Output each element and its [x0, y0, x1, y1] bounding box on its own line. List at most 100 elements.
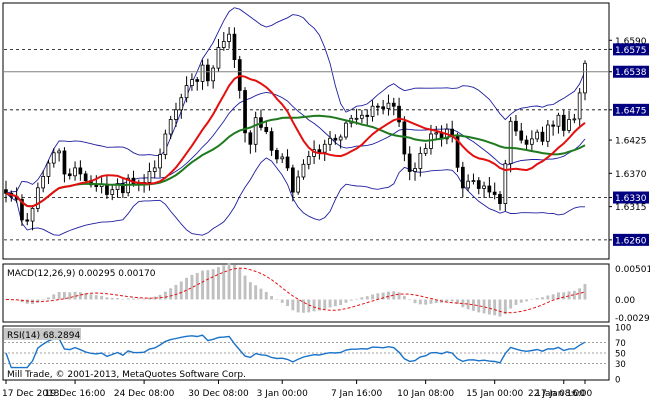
candle-body [540, 131, 545, 142]
macd-tick-label: 0.00501 [615, 265, 650, 275]
candle-body [73, 167, 77, 177]
candle-body [317, 149, 322, 153]
macd-histogram-bar [41, 299, 45, 301]
candle-body [269, 131, 274, 151]
macd-histogram-bar [424, 299, 428, 305]
candle-body [546, 124, 550, 142]
price-tick-label: 1.6315 [615, 203, 647, 213]
candle-body [152, 167, 157, 172]
candle-body [110, 189, 115, 195]
candle-body [391, 102, 396, 107]
candle-body [36, 187, 40, 209]
macd-histogram-bar [519, 299, 523, 303]
macd-histogram-bar [498, 299, 502, 317]
candle-body [51, 152, 56, 164]
red-moving-average-line [5, 74, 586, 208]
time-tick-label: 10 Jan 08:00 [397, 389, 454, 399]
macd-histogram-bar [148, 297, 151, 300]
macd-histogram-bar [413, 299, 417, 304]
macd-tick-label: 0.00 [615, 296, 635, 306]
candle-body [83, 173, 88, 181]
macd-histogram-bar [514, 299, 518, 305]
candle-body [221, 41, 226, 48]
candle-body [460, 166, 465, 189]
macd-histogram-bar [461, 299, 465, 308]
macd-histogram-bar [296, 299, 300, 313]
candle-body [482, 185, 486, 189]
candle-body [508, 120, 513, 165]
candle-body [67, 173, 72, 177]
candle-body [78, 167, 83, 175]
price-label-highlight [613, 233, 649, 246]
candle-body [211, 67, 215, 82]
candle-body [41, 175, 46, 189]
price-tick-label: 1.6425 [615, 137, 647, 147]
macd-histogram-bar [418, 299, 422, 305]
candle-body [20, 198, 24, 221]
candle-body [583, 62, 587, 94]
candle-body [205, 64, 210, 82]
candle-body [434, 132, 439, 135]
macd-histogram-bar [233, 265, 236, 300]
macd-histogram-bar [142, 298, 146, 300]
candle-body [466, 180, 471, 189]
macd-histogram-bar [195, 273, 199, 300]
candle-body [381, 106, 386, 110]
candle-body [274, 149, 279, 160]
macd-histogram-bar [445, 299, 449, 302]
macd-histogram-bar [89, 294, 93, 300]
macd-histogram-bar [163, 291, 167, 300]
macd-histogram-bar [551, 294, 555, 300]
price-tick-label: 1.6330 [615, 194, 647, 204]
macd-histogram-bar [248, 282, 252, 300]
candle-body [338, 136, 343, 141]
copyright-text: Mill Trade, © 2001-2013, MetaQuotes Soft… [7, 370, 246, 380]
candle-body [423, 148, 428, 154]
time-tick-label: 7 Jan 16:00 [331, 389, 383, 399]
candle-body [227, 33, 231, 42]
macd-histogram-bar [376, 293, 380, 300]
macd-histogram-bar [456, 299, 459, 304]
macd-histogram-bar [567, 291, 571, 300]
candle-body [115, 183, 120, 191]
candle-body [503, 163, 508, 204]
candle-body [370, 105, 375, 117]
macd-histogram-bar [402, 295, 406, 300]
macd-histogram-bar [211, 269, 215, 300]
price-tick-label: 1.6260 [615, 236, 647, 246]
candle-body [328, 137, 332, 145]
macd-histogram-bar [25, 299, 29, 304]
macd-histogram-bar [381, 292, 385, 300]
candle-body [471, 180, 476, 183]
price-tick-label: 1.6575 [615, 46, 647, 56]
candle-body [62, 150, 67, 175]
macd-histogram-bar [333, 299, 337, 307]
macd-histogram-bar [572, 290, 576, 300]
bollinger-upper-line [5, 7, 586, 194]
time-tick-label: 3 Jan 00:00 [257, 389, 309, 399]
macd-signal-line [5, 267, 586, 314]
macd-histogram-bar [397, 292, 401, 300]
candle-body [487, 185, 492, 193]
macd-histogram-bar [73, 291, 77, 300]
candle-body [179, 97, 184, 111]
candle-body [333, 137, 338, 141]
candle-body [535, 131, 540, 140]
candle-body [46, 162, 51, 177]
candle-body [200, 64, 205, 82]
macd-histogram-bar [557, 292, 560, 300]
rsi-line [5, 334, 586, 369]
candle-body [264, 127, 269, 133]
price-tick-label: 1.6370 [615, 170, 647, 180]
macd-histogram-bar [100, 295, 104, 300]
macd-panel: MACD(12,26,9) 0.00295 0.00170 0.005010.0… [2, 263, 650, 324]
macd-histogram-bar [275, 299, 279, 300]
macd-histogram-bar [36, 299, 40, 303]
macd-histogram-bar [578, 288, 582, 300]
price-label-highlight [613, 103, 649, 116]
rsi-label-bg [4, 328, 81, 340]
rsi-tick-label: 70 [615, 339, 626, 349]
macd-histogram-bar [105, 297, 109, 300]
candle-body [567, 119, 571, 131]
